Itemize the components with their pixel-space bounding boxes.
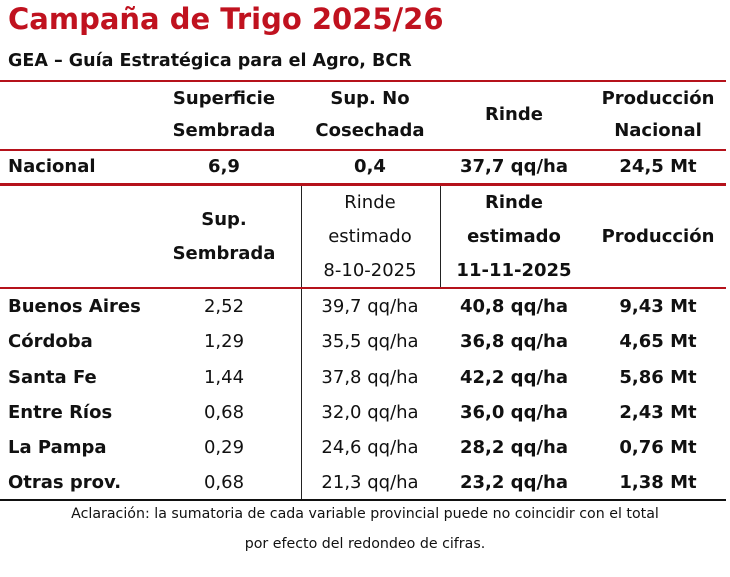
province-rinde-prev: 32,0 qq/ha [321,402,419,423]
province-produccion: 9,43 Mt [619,296,697,317]
national-rinde: 37,7 qq/ha [460,156,568,177]
province-produccion: 2,43 Mt [619,402,697,423]
province-rinde-prev: 35,5 qq/ha [321,331,419,352]
header-rinde-new: 11-11-2025 [456,260,572,281]
province-sup: 2,52 [203,296,245,317]
province-rinde-new: 36,0 qq/ha [460,402,568,423]
province-sup: 0,68 [203,402,245,423]
province-name: La Pampa [8,437,107,458]
divider [0,499,726,501]
header-produccion-nacional: Nacional [614,120,702,141]
province-rinde-new: 28,2 qq/ha [460,437,568,458]
footnote-line: Aclaración: la sumatoria de cada variabl… [71,506,659,522]
province-rinde-prev: 24,6 qq/ha [321,437,419,458]
header-rinde-prev: 8-10-2025 [323,260,417,281]
header-sup-no-cosechada: Cosechada [315,120,425,141]
divider [0,287,726,289]
province-rinde-new: 42,2 qq/ha [460,367,568,388]
province-name: Buenos Aires [8,296,141,317]
header-produccion-nacional: Producción [601,88,715,109]
province-rinde-prev: 37,8 qq/ha [321,367,419,388]
province-rinde-new: 36,8 qq/ha [460,331,568,352]
header-sup-sembrada: Sembrada [172,243,276,264]
province-rinde-prev: 39,7 qq/ha [321,296,419,317]
province-sup: 1,44 [203,367,245,388]
page-title: Campaña de Trigo 2025/26 [8,2,444,36]
national-produccion: 24,5 Mt [619,156,697,177]
national-superficie: 6,9 [208,156,240,177]
province-sup: 0,29 [203,437,245,458]
divider [0,80,726,82]
header-sup-sembrada: Sup. [201,209,247,230]
province-name: Otras prov. [8,472,122,493]
province-name: Entre Ríos [8,402,113,423]
column-divider [440,186,441,287]
province-rinde-new: 40,8 qq/ha [460,296,568,317]
header-superficie: Superficie [172,88,276,109]
footnote-line: por efecto del redondeo de cifras. [244,536,486,552]
page-subtitle: GEA – Guía Estratégica para el Agro, BCR [8,51,412,71]
province-produccion: 1,38 Mt [619,472,697,493]
header-rinde-prev: Rinde [344,192,396,213]
header-rinde-new: estimado [467,226,561,247]
national-label: Nacional [8,156,96,177]
province-sup: 1,29 [203,331,245,352]
header-rinde-new: Rinde [485,192,543,213]
header-sup-no-cosechada: Sup. No [330,88,410,109]
province-produccion: 0,76 Mt [619,437,697,458]
province-name: Santa Fe [8,367,97,388]
province-sup: 0,68 [203,472,245,493]
header-rinde: Rinde [485,104,543,125]
province-produccion: 5,86 Mt [619,367,697,388]
header-rinde-prev: estimado [328,226,412,247]
header-produccion: Producción [601,226,715,247]
column-divider [301,186,302,287]
national-sup-no-cosechada: 0,4 [354,156,386,177]
divider [0,149,726,151]
province-rinde-prev: 21,3 qq/ha [321,472,419,493]
province-produccion: 4,65 Mt [619,331,697,352]
column-divider [301,289,302,499]
divider [0,183,726,186]
header-superficie: Sembrada [172,120,276,141]
province-name: Córdoba [8,331,93,352]
province-rinde-new: 23,2 qq/ha [460,472,568,493]
